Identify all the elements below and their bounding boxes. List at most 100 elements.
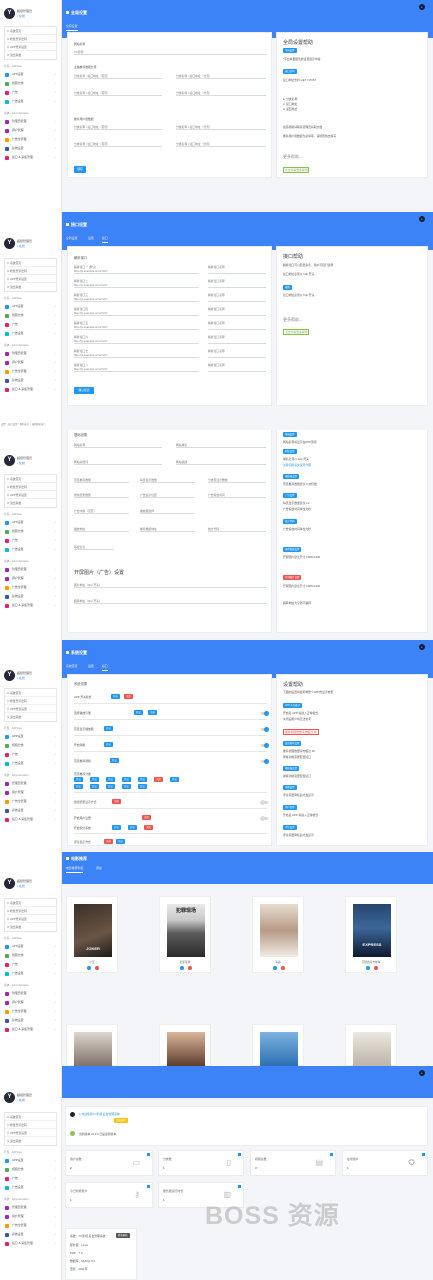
nav-item[interactable]: 广告 ›	[4, 1174, 59, 1183]
nav-item[interactable]: 管理员管理 ›	[4, 349, 59, 358]
quick-link[interactable]: 退出系统	[5, 283, 56, 291]
option-chip[interactable]: 关闭	[148, 710, 157, 715]
nav-item[interactable]: 视频分类 ›	[4, 951, 59, 960]
nav-item[interactable]: 视频分类 ›	[4, 1165, 59, 1174]
update-button[interactable]: 检查更新	[116, 1233, 130, 1238]
quick-link[interactable]: 退出系统	[5, 713, 56, 721]
field-input[interactable]: 广告显示位置	[140, 489, 195, 498]
nav-item[interactable]: APP设置 ›	[4, 732, 59, 741]
movie-card[interactable]: 犯罪现场 犯罪现场	[159, 896, 211, 973]
nav-item[interactable]: 用户管理 ›	[4, 788, 59, 797]
field-input[interactable]: 版权信息	[74, 541, 114, 550]
movie-card[interactable]: EXPRESS 沉默的东方快车	[345, 896, 397, 973]
api-name-input[interactable]: 解析接口名称	[208, 279, 266, 288]
nav-item[interactable]: 用户管理 ›	[4, 358, 59, 367]
quick-link[interactable]: 系统首页	[5, 899, 56, 907]
api-input[interactable]: 解析接口一 (默认) http://jx.example.com/?url=	[74, 265, 199, 274]
nav-item[interactable]: 广告 ›	[4, 88, 59, 97]
delete-icon[interactable]	[95, 966, 99, 970]
tab-settings[interactable]: 设置	[88, 236, 94, 240]
quick-link[interactable]: APP登录设置	[5, 491, 56, 499]
tab-global[interactable]: 全局设置	[66, 24, 78, 31]
notice-title[interactable]: ● 欢迎使用YC影视 后台管理系统	[79, 1112, 120, 1116]
field-input[interactable]: 播放地址	[74, 523, 129, 532]
toggle-switch[interactable]	[261, 743, 269, 748]
nav-item[interactable]: 用户管理 ›	[4, 574, 59, 583]
nav-item[interactable]: 管理员管理 ›	[4, 1203, 59, 1212]
nav-item[interactable]: APP设置 ›	[4, 302, 59, 311]
field-input[interactable]: 首页推荐数量	[74, 474, 129, 483]
quick-link[interactable]: APP登录设置	[5, 915, 56, 923]
more-help-button[interactable]: 点击查看更多说明	[283, 167, 310, 173]
field-input[interactable]: 广告投放时间	[208, 489, 266, 498]
nav-item[interactable]: APP设置 ›	[4, 1156, 59, 1165]
field-input[interactable]: 搜索结果数量	[74, 489, 129, 498]
field-input[interactable]: 分类页显示数量	[208, 474, 266, 483]
nav-item[interactable]: 系统设置 ›	[4, 592, 59, 601]
option-chip[interactable]: 开启	[111, 694, 120, 699]
api-input[interactable]: 解析接口二 http://jx.example.com/?url=	[74, 279, 199, 288]
quick-link[interactable]: 退出系统	[5, 1137, 56, 1145]
quick-link[interactable]: 退出系统	[5, 51, 56, 59]
option-chip[interactable]: 开启	[138, 777, 147, 782]
quick-link[interactable]: APP登录设置	[5, 1129, 56, 1137]
option-chip[interactable]: 开启	[90, 777, 99, 782]
movie-card[interactable]	[345, 1024, 397, 1066]
movie-card[interactable]	[252, 1024, 304, 1066]
api-input[interactable]: 解析接口三 http://jx.example.com/?url=	[74, 293, 199, 302]
edit-icon[interactable]	[366, 966, 370, 970]
field-input[interactable]: 网站关键词	[74, 456, 162, 465]
nav-item[interactable]: APP设置 ›	[4, 70, 59, 79]
option-chip[interactable]: 关闭	[112, 799, 121, 804]
tab-home[interactable]: 系统首页	[66, 664, 78, 668]
nav-item[interactable]: 广告设置 ›	[4, 545, 59, 554]
option-chip[interactable]: 开启	[106, 777, 115, 782]
quick-link[interactable]: 修改登录密码	[5, 907, 56, 915]
toggle-switch[interactable]	[261, 727, 269, 732]
nav-item[interactable]: 广告设置 ›	[4, 97, 59, 106]
more-help-button[interactable]: 点击查看更多说明	[283, 329, 310, 335]
movie-card[interactable]	[66, 1024, 118, 1066]
api-name-input[interactable]: 解析接口名称	[208, 349, 266, 358]
group-input[interactable]: 分类名称 / 接口地址（分页）	[176, 70, 266, 79]
toggle-switch[interactable]	[261, 759, 269, 764]
nav-item[interactable]: 广告设置 ›	[4, 759, 59, 768]
nav-item[interactable]: APP设置 ›	[4, 518, 59, 527]
option-chip[interactable]: 开启	[170, 777, 179, 782]
group-input[interactable]: 分类名称 / 接口地址（首页）	[74, 138, 162, 147]
option-chip[interactable]: 开启	[112, 825, 121, 830]
api-name-input[interactable]: 解析接口名称	[208, 321, 266, 330]
nav-item[interactable]: 系统设置 ›	[4, 376, 59, 385]
quick-link[interactable]: APP登录设置	[5, 705, 56, 713]
nav-item[interactable]: 管理员管理 ›	[4, 779, 59, 788]
option-chip[interactable]: 关闭	[144, 825, 153, 830]
nav-item[interactable]: 管理员管理 ›	[4, 565, 59, 574]
api-name-input[interactable]: 解析接口名称	[208, 307, 266, 316]
api-input[interactable]: 解析接口八 http://jx.example.com/?url=	[74, 363, 199, 372]
option-chip[interactable]: 开启	[110, 758, 119, 763]
quick-link[interactable]: 系统首页	[5, 27, 56, 35]
tab-api[interactable]: 接口	[102, 236, 108, 243]
movie-card[interactable]	[159, 1024, 211, 1066]
option-chip[interactable]: 开启	[122, 784, 131, 789]
quick-link[interactable]: 系统首页	[5, 259, 56, 267]
nav-item[interactable]: 广告设置 ›	[4, 1183, 59, 1192]
nav-item[interactable]: 广告位管理 ›	[4, 135, 59, 144]
splash-link-input[interactable]: 跳转地址（http 开头）	[74, 595, 267, 604]
field-input[interactable]: 统计代码	[208, 523, 266, 532]
group-input[interactable]: 分类名称 / 接口地址（首页）	[74, 70, 162, 79]
quick-link[interactable]: 系统首页	[5, 1113, 56, 1121]
api-name-input[interactable]: 解析接口名称	[208, 293, 266, 302]
api-name-input[interactable]: 解析接口名称	[208, 335, 266, 344]
api-input[interactable]: 解析接口六 http://jx.example.com/?url=	[74, 335, 199, 344]
avatar[interactable]: Y	[4, 8, 15, 19]
option-chip[interactable]: 关闭	[154, 777, 163, 782]
option-chip[interactable]: 关闭	[142, 815, 151, 820]
nav-item[interactable]: 广告 ›	[4, 536, 59, 545]
option-chip[interactable]: 开启	[138, 784, 147, 789]
edit-icon[interactable]	[180, 966, 184, 970]
avatar[interactable]: Y	[4, 238, 15, 249]
quick-link[interactable]: 修改登录密码	[5, 1121, 56, 1129]
nav-item[interactable]: 接口 & 采集管理 ›	[4, 601, 59, 610]
movie-card[interactable]: JOKER 小丑	[66, 896, 118, 973]
